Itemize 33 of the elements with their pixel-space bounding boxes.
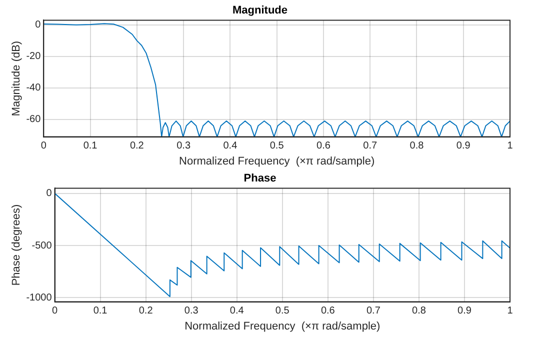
chart-title: Phase bbox=[244, 172, 276, 185]
x-tick-label: 0.6 bbox=[320, 306, 336, 317]
x-tick-label: 0.8 bbox=[410, 140, 424, 152]
x-tick-label: 0.5 bbox=[275, 306, 290, 317]
x-tick-label: 0.9 bbox=[458, 306, 472, 317]
x-tick-label: 0.1 bbox=[83, 140, 98, 152]
x-tick-label: 0.4 bbox=[230, 306, 244, 317]
y-axis-title: Phase (degrees) bbox=[10, 204, 23, 286]
x-axis-title: Normalized Frequency (×π rad/sample) bbox=[179, 155, 375, 168]
x-tick-label: 0.2 bbox=[130, 140, 144, 152]
x-tick-label: 1 bbox=[507, 140, 514, 152]
x-tick-label: 0.1 bbox=[93, 306, 108, 317]
x-tick-label: 1 bbox=[507, 306, 514, 317]
chart-title: Magnitude bbox=[232, 4, 288, 17]
x-tick-label: 0.5 bbox=[270, 140, 284, 152]
x-tick-label: 0.6 bbox=[316, 140, 331, 152]
x-axis-title: Normalized Frequency (×π rad/sample) bbox=[184, 320, 380, 332]
y-tick-label: 0 bbox=[46, 188, 52, 200]
x-tick-label: 0.3 bbox=[176, 140, 191, 152]
x-tick-label: 0.7 bbox=[363, 140, 378, 152]
x-tick-label: 0.4 bbox=[223, 140, 238, 152]
x-tick-label: 0.7 bbox=[366, 306, 381, 317]
x-tick-label: 0.2 bbox=[138, 306, 154, 317]
y-tick-label: -1000 bbox=[26, 292, 52, 304]
y-tick-label: -500 bbox=[32, 240, 52, 252]
y-axis-title: Magnitude (dB) bbox=[10, 40, 23, 116]
x-tick-label: 0.9 bbox=[456, 140, 471, 152]
x-tick-label: 0.8 bbox=[412, 306, 426, 317]
y-tick-label: -60 bbox=[26, 114, 42, 126]
y-tick-label: -20 bbox=[26, 51, 42, 62]
x-tick-label: 0.3 bbox=[184, 306, 199, 317]
y-tick-label: 0 bbox=[35, 20, 42, 31]
y-tick-label: -40 bbox=[26, 82, 42, 94]
